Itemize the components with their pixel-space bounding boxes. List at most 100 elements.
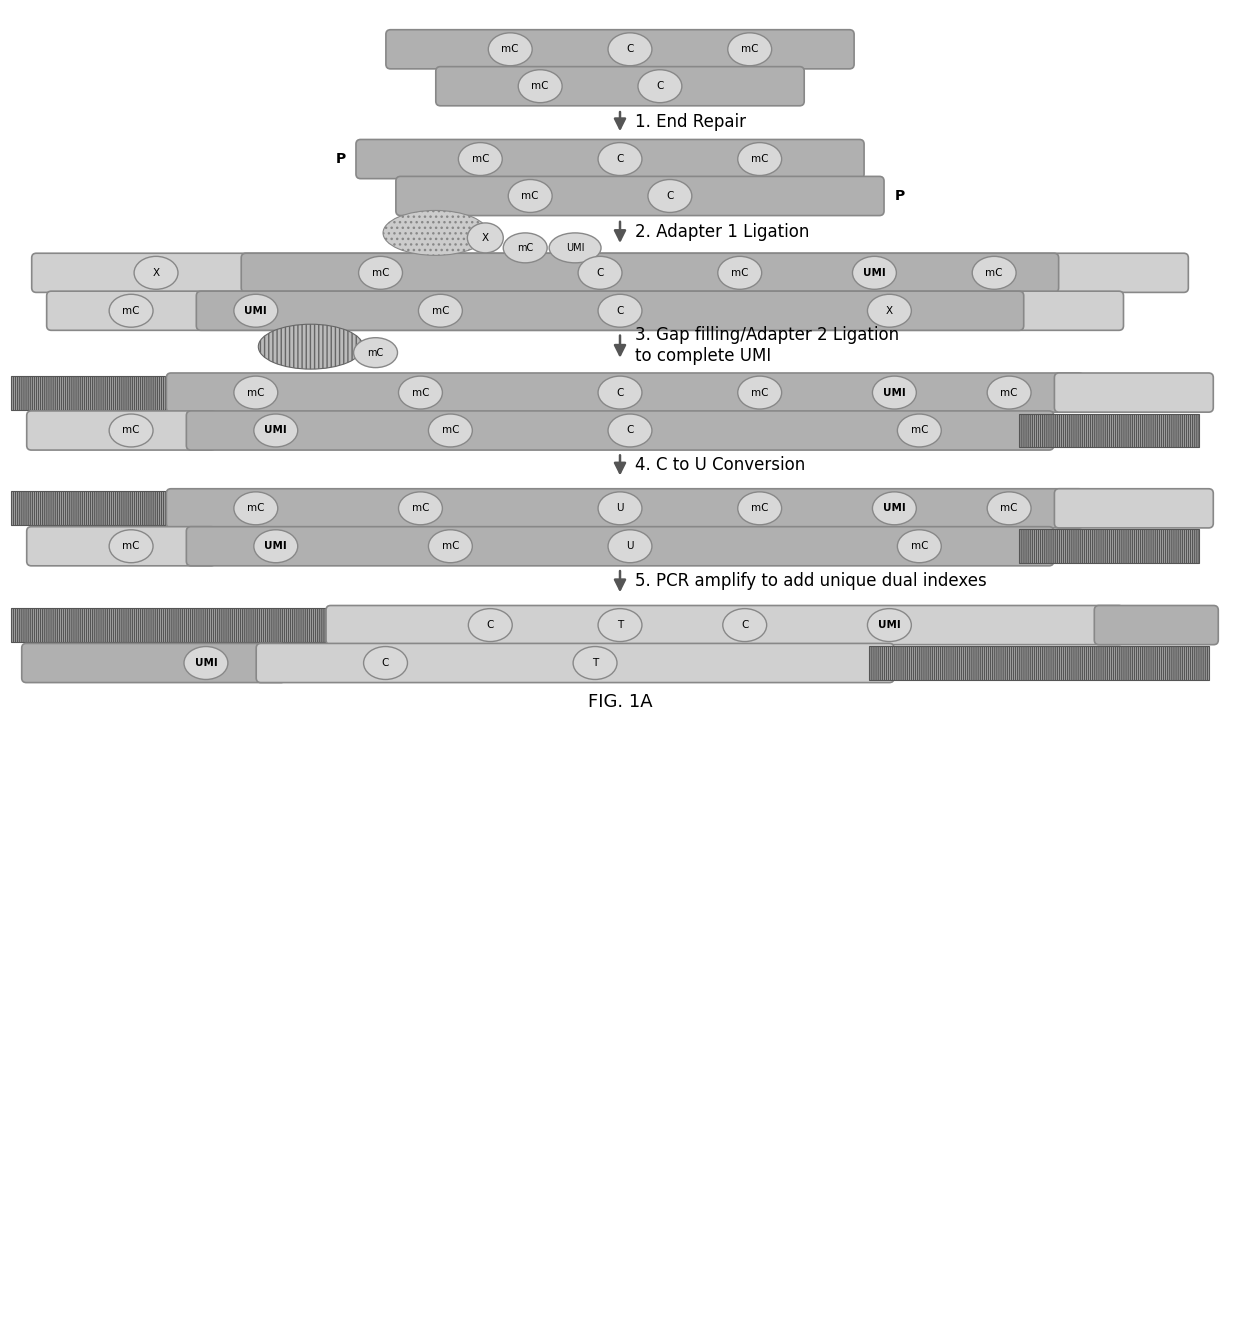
Ellipse shape	[489, 33, 532, 65]
Ellipse shape	[718, 257, 761, 290]
FancyBboxPatch shape	[257, 644, 894, 682]
Ellipse shape	[723, 609, 766, 641]
Ellipse shape	[898, 529, 941, 563]
Ellipse shape	[398, 376, 443, 410]
Text: C: C	[382, 658, 389, 668]
FancyBboxPatch shape	[27, 411, 216, 450]
FancyBboxPatch shape	[186, 527, 1054, 565]
FancyBboxPatch shape	[1054, 488, 1213, 528]
Text: mC: mC	[441, 541, 459, 551]
FancyBboxPatch shape	[32, 253, 1188, 293]
Ellipse shape	[608, 414, 652, 447]
Text: mC: mC	[412, 387, 429, 398]
Text: C: C	[656, 81, 663, 92]
Ellipse shape	[429, 529, 472, 563]
Text: UMI: UMI	[878, 620, 900, 630]
FancyBboxPatch shape	[47, 291, 1123, 330]
Ellipse shape	[467, 223, 503, 253]
Ellipse shape	[738, 142, 781, 176]
Ellipse shape	[598, 142, 642, 176]
FancyBboxPatch shape	[22, 644, 285, 682]
Text: mC: mC	[751, 154, 769, 164]
Ellipse shape	[418, 294, 463, 327]
Bar	[11, 491, 191, 525]
Text: mC: mC	[372, 267, 389, 278]
Text: U: U	[616, 503, 624, 513]
Text: mC: mC	[441, 426, 459, 435]
Text: 5. PCR amplify to add unique dual indexes: 5. PCR amplify to add unique dual indexe…	[635, 572, 987, 591]
Text: UMI: UMI	[264, 426, 288, 435]
Ellipse shape	[503, 233, 547, 263]
Text: mC: mC	[501, 44, 520, 55]
Ellipse shape	[598, 376, 642, 410]
Text: 3. Gap filling/Adapter 2 Ligation
to complete UMI: 3. Gap filling/Adapter 2 Ligation to com…	[635, 326, 899, 364]
Text: mC: mC	[471, 154, 489, 164]
Ellipse shape	[573, 646, 618, 680]
FancyBboxPatch shape	[326, 605, 1123, 645]
Ellipse shape	[254, 414, 298, 447]
Text: mC: mC	[910, 426, 928, 435]
Ellipse shape	[578, 257, 622, 290]
Text: mC: mC	[986, 267, 1003, 278]
Text: C: C	[486, 620, 494, 630]
Text: mC: mC	[751, 503, 769, 513]
Text: X: X	[885, 306, 893, 315]
Ellipse shape	[637, 69, 682, 102]
Bar	[869, 646, 1209, 680]
Text: mC: mC	[412, 503, 429, 513]
FancyBboxPatch shape	[356, 140, 864, 178]
Text: mC: mC	[910, 541, 928, 551]
FancyBboxPatch shape	[166, 372, 1084, 412]
Text: mC: mC	[732, 267, 749, 278]
Ellipse shape	[608, 529, 652, 563]
Ellipse shape	[649, 180, 692, 213]
FancyBboxPatch shape	[27, 527, 216, 565]
Ellipse shape	[383, 210, 487, 255]
Ellipse shape	[508, 180, 552, 213]
Ellipse shape	[184, 646, 228, 680]
Text: C: C	[616, 306, 624, 315]
Text: C: C	[616, 387, 624, 398]
Text: C: C	[742, 620, 749, 630]
Text: mC: mC	[247, 503, 264, 513]
FancyBboxPatch shape	[186, 411, 1054, 450]
Text: UMI: UMI	[883, 387, 905, 398]
Text: UMI: UMI	[244, 306, 267, 315]
Text: T: T	[591, 658, 598, 668]
FancyBboxPatch shape	[1054, 372, 1213, 412]
Text: UMI: UMI	[863, 267, 885, 278]
Ellipse shape	[518, 69, 562, 102]
Bar	[11, 375, 191, 410]
Text: mC: mC	[517, 243, 533, 253]
Text: mC: mC	[247, 387, 264, 398]
Text: X: X	[153, 267, 160, 278]
Text: mC: mC	[123, 426, 140, 435]
Ellipse shape	[363, 646, 408, 680]
Ellipse shape	[109, 529, 153, 563]
Ellipse shape	[873, 376, 916, 410]
Ellipse shape	[868, 294, 911, 327]
FancyBboxPatch shape	[1095, 605, 1218, 645]
FancyBboxPatch shape	[242, 253, 1059, 293]
Text: mC: mC	[367, 347, 383, 358]
Ellipse shape	[234, 492, 278, 525]
Ellipse shape	[873, 492, 916, 525]
Text: 4. C to U Conversion: 4. C to U Conversion	[635, 456, 805, 475]
Ellipse shape	[728, 33, 771, 65]
Ellipse shape	[852, 257, 897, 290]
Bar	[1019, 529, 1199, 563]
Ellipse shape	[234, 376, 278, 410]
Ellipse shape	[398, 492, 443, 525]
FancyBboxPatch shape	[196, 291, 1024, 330]
Text: UMI: UMI	[565, 243, 584, 253]
Text: C: C	[666, 192, 673, 201]
Text: X: X	[481, 233, 489, 243]
Text: C: C	[616, 154, 624, 164]
Ellipse shape	[987, 492, 1032, 525]
Ellipse shape	[898, 414, 941, 447]
Ellipse shape	[134, 257, 179, 290]
Ellipse shape	[598, 609, 642, 641]
Ellipse shape	[429, 414, 472, 447]
Text: UMI: UMI	[883, 503, 905, 513]
FancyBboxPatch shape	[435, 66, 805, 106]
